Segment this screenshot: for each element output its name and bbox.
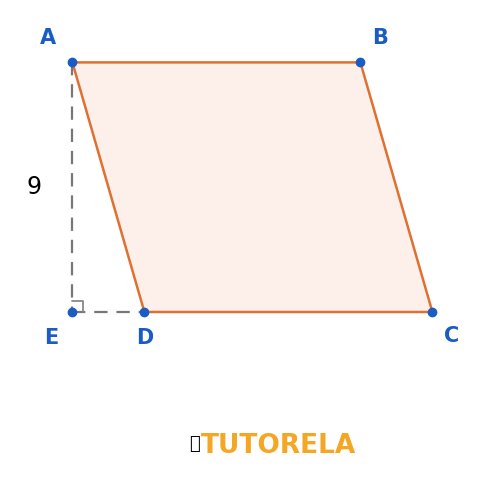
Text: 🎓: 🎓 [190,435,200,453]
Text: C: C [444,326,459,346]
Text: D: D [136,328,153,348]
Text: B: B [372,28,388,48]
Polygon shape [72,62,432,312]
Text: 9: 9 [26,175,42,199]
Text: A: A [40,28,56,48]
Text: TUTORELA: TUTORELA [201,433,356,459]
Text: E: E [44,328,58,348]
